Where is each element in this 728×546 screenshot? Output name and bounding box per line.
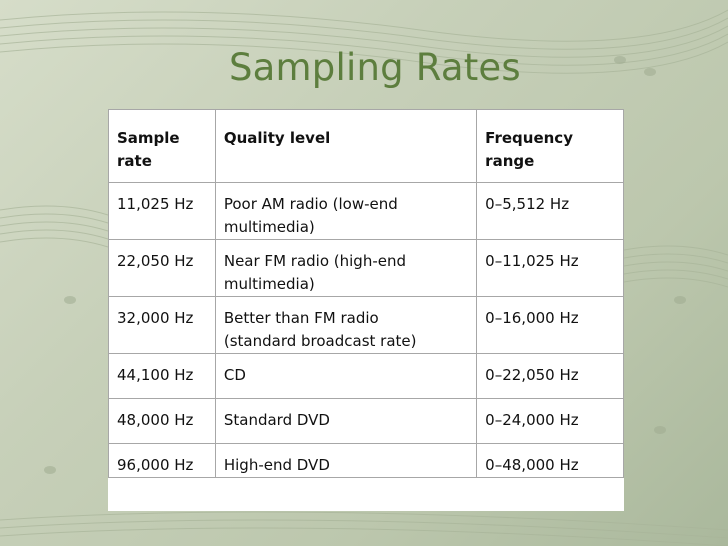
cell-quality-level: Better than FM radio (standard broadcast… <box>214 296 478 354</box>
table-row: 96,000 Hz High-end DVD 0–48,000 Hz <box>108 443 624 478</box>
cell-frequency-range: 0–22,050 Hz <box>476 353 624 399</box>
cell-sample-rate: 22,050 Hz <box>108 239 216 297</box>
sampling-rates-table: Sample rate Quality level Frequency rang… <box>108 109 624 511</box>
table-header-row: Sample rate Quality level Frequency rang… <box>108 109 624 183</box>
cell-quality-level: Standard DVD <box>214 398 478 444</box>
slide-title: Sampling Rates <box>229 46 521 89</box>
cell-frequency-range: 0–5,512 Hz <box>476 182 624 240</box>
cell-sample-rate: 32,000 Hz <box>108 296 216 354</box>
cell-quality-level: High-end DVD <box>214 443 478 478</box>
table-row: 32,000 Hz Better than FM radio (standard… <box>108 296 624 354</box>
cell-sample-rate: 96,000 Hz <box>108 443 216 478</box>
cell-frequency-range: 0–48,000 Hz <box>476 443 624 478</box>
cell-quality-level: Poor AM radio (low-end multimedia) <box>214 182 478 240</box>
cell-frequency-range: 0–24,000 Hz <box>476 398 624 444</box>
cell-quality-level: Near FM radio (high-end multimedia) <box>214 239 478 297</box>
cell-frequency-range: 0–16,000 Hz <box>476 296 624 354</box>
table-row: 11,025 Hz Poor AM radio (low-end multime… <box>108 182 624 240</box>
cell-sample-rate: 48,000 Hz <box>108 398 216 444</box>
column-header-sample-rate: Sample rate <box>108 109 216 183</box>
table-row: 48,000 Hz Standard DVD 0–24,000 Hz <box>108 398 624 444</box>
table-row: 22,050 Hz Near FM radio (high-end multim… <box>108 239 624 297</box>
table-row: 44,100 Hz CD 0–22,050 Hz <box>108 353 624 399</box>
column-header-frequency-range: Frequency range <box>476 109 624 183</box>
cell-sample-rate: 44,100 Hz <box>108 353 216 399</box>
cell-sample-rate: 11,025 Hz <box>108 182 216 240</box>
cell-frequency-range: 0–11,025 Hz <box>476 239 624 297</box>
column-header-quality-level: Quality level <box>214 109 478 183</box>
cell-quality-level: CD <box>214 353 478 399</box>
